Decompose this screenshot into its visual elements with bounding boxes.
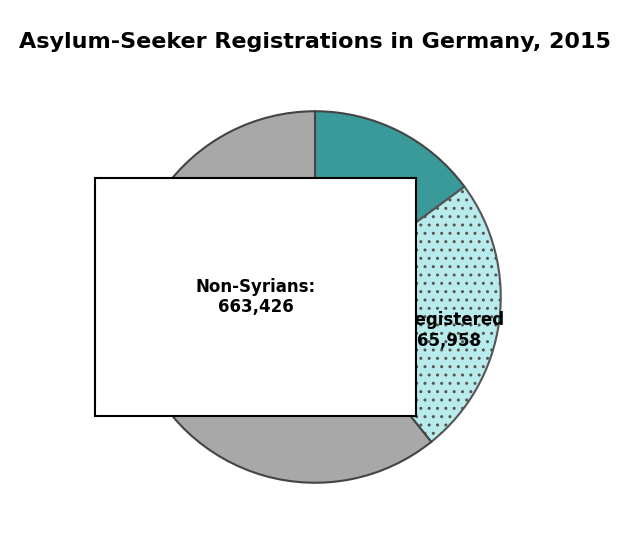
Text: Syrians
(Applied):
162,510: Syrians (Applied): 162,510 (324, 193, 417, 253)
Title: Asylum-Seeker Registrations in Germany, 2015: Asylum-Seeker Registrations in Germany, … (19, 32, 611, 52)
Wedge shape (315, 187, 501, 442)
Text: Syrians (Registered
Only): 265,958: Syrians (Registered Only): 265,958 (319, 311, 504, 350)
Wedge shape (129, 111, 431, 483)
Text: Non-Syrians:
663,426: Non-Syrians: 663,426 (195, 278, 316, 316)
Wedge shape (315, 111, 464, 297)
